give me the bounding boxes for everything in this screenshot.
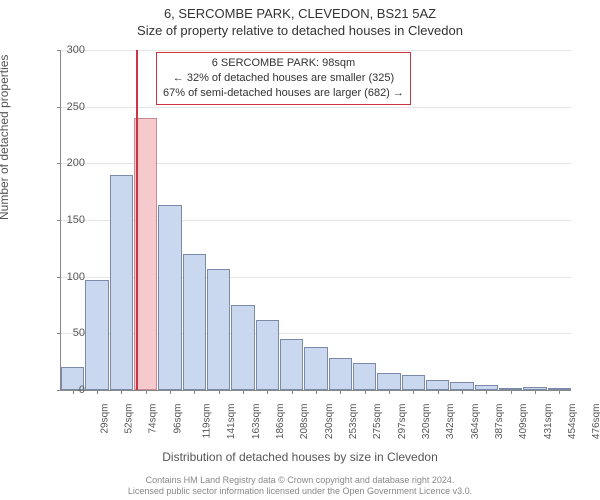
xtick-label: 275sqm (372, 404, 383, 440)
histogram-bar (377, 373, 400, 390)
histogram-bar (85, 280, 108, 390)
xtick-mark (292, 390, 293, 394)
histogram-bar (402, 375, 425, 390)
xtick-mark (219, 390, 220, 394)
xtick-label: 409sqm (518, 404, 529, 440)
xtick-label: 387sqm (494, 404, 505, 440)
xtick-mark (194, 390, 195, 394)
attribution: Contains HM Land Registry data © Crown c… (0, 475, 600, 498)
plot-area: 6 SERCOMBE PARK: 98sqm← 32% of detached … (60, 50, 571, 391)
xtick-label: 297sqm (397, 404, 408, 440)
xtick-mark (559, 390, 560, 394)
histogram-bar (304, 347, 327, 390)
xtick-label: 141sqm (226, 404, 237, 440)
page-title: 6, SERCOMBE PARK, CLEVEDON, BS21 5AZ (0, 0, 600, 21)
histogram-bar (231, 305, 254, 390)
xtick-label: 364sqm (470, 404, 481, 440)
callout-line: 67% of semi-detached houses are larger (… (163, 86, 404, 101)
xtick-label: 230sqm (324, 404, 335, 440)
xtick-label: 74sqm (148, 404, 159, 434)
histogram-bar (450, 382, 473, 390)
histogram-bar (353, 363, 376, 390)
xtick-label: 119sqm (201, 404, 212, 439)
xtick-label: 320sqm (421, 404, 432, 440)
xtick-mark (267, 390, 268, 394)
marker-line (136, 50, 138, 390)
x-axis-label: Distribution of detached houses by size … (0, 450, 600, 464)
histogram-bar (256, 320, 279, 390)
xtick-label: 342sqm (445, 404, 456, 440)
histogram-bar (158, 205, 181, 390)
xtick-label: 29sqm (99, 404, 110, 434)
y-axis-label: Number of detached properties (0, 55, 11, 220)
xtick-label: 163sqm (251, 404, 262, 440)
ytick-label: 200 (45, 157, 85, 169)
xtick-mark (535, 390, 536, 394)
xtick-mark (413, 390, 414, 394)
histogram-bar (110, 175, 133, 390)
ytick-label: 250 (45, 101, 85, 113)
ytick-label: 150 (45, 214, 85, 226)
xtick-mark (438, 390, 439, 394)
xtick-label: 431sqm (543, 404, 554, 440)
attribution-line1: Contains HM Land Registry data © Crown c… (0, 475, 600, 487)
callout-box: 6 SERCOMBE PARK: 98sqm← 32% of detached … (156, 52, 411, 105)
xtick-mark (121, 390, 122, 394)
xtick-label: 96sqm (172, 404, 183, 434)
callout-line: 6 SERCOMBE PARK: 98sqm (163, 56, 404, 71)
xtick-label: 52sqm (124, 404, 135, 434)
xtick-mark (462, 390, 463, 394)
page-subtitle: Size of property relative to detached ho… (0, 23, 600, 38)
xtick-label: 454sqm (567, 404, 578, 440)
xtick-mark (316, 390, 317, 394)
xtick-mark (146, 390, 147, 394)
histogram-bar (329, 358, 352, 390)
callout-line: ← 32% of detached houses are smaller (32… (163, 71, 404, 86)
xtick-mark (486, 390, 487, 394)
histogram-bar (207, 269, 230, 390)
attribution-line2: Licensed public sector information licen… (0, 486, 600, 498)
xtick-mark (389, 390, 390, 394)
histogram-bar (426, 380, 449, 390)
histogram-bar (280, 339, 303, 390)
xtick-mark (511, 390, 512, 394)
xtick-label: 253sqm (348, 404, 359, 440)
xtick-label: 186sqm (275, 404, 286, 440)
ytick-label: 300 (45, 44, 85, 56)
ytick-label: 50 (45, 327, 85, 339)
xtick-mark (340, 390, 341, 394)
xtick-mark (243, 390, 244, 394)
xtick-label: 476sqm (591, 404, 600, 440)
ytick-label: 100 (45, 271, 85, 283)
xtick-mark (97, 390, 98, 394)
ytick-label: 0 (45, 384, 85, 396)
xtick-mark (365, 390, 366, 394)
chart-container: 6, SERCOMBE PARK, CLEVEDON, BS21 5AZ Siz… (0, 0, 600, 500)
xtick-label: 208sqm (299, 404, 310, 440)
xtick-mark (170, 390, 171, 394)
histogram-bar (183, 254, 206, 390)
